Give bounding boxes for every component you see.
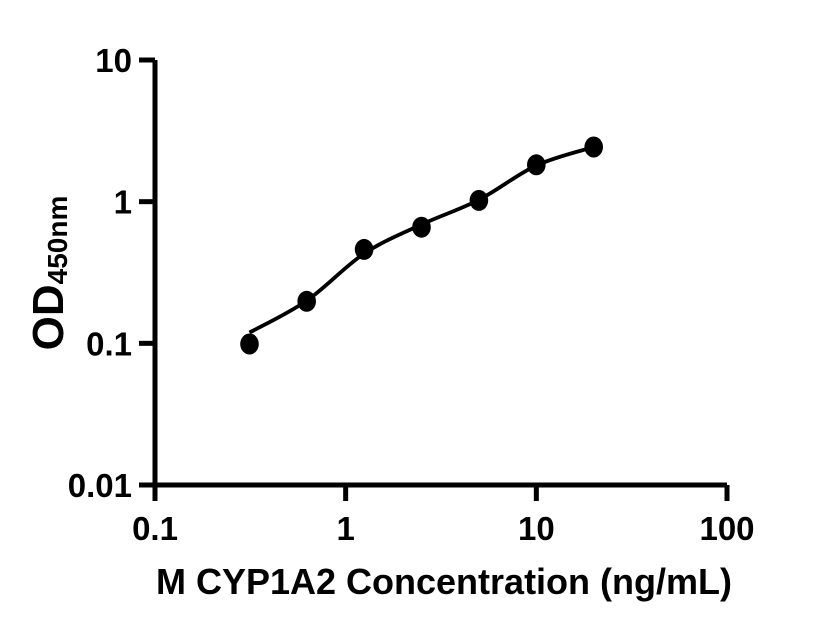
tick-marks [139,57,730,501]
data-point [584,136,603,158]
x-tick-label: 0.1 [132,510,178,547]
x-tick-label: 10 [518,510,555,547]
data-point [240,333,259,355]
y-tick-label: 1 [114,184,132,221]
y-tick-label: 10 [95,42,132,79]
axes [152,60,727,488]
series-layer [240,136,603,355]
data-point [354,238,374,260]
y-axis-title-subscript: 450nm [42,196,73,285]
y-axis-title-main: OD [24,284,73,350]
data-point [412,216,431,238]
x-tick-label: 1 [336,510,354,547]
data-point [527,154,546,176]
y-tick-label: 0.01 [68,467,132,504]
y-tick-label: 0.1 [86,325,132,362]
x-tick-label: 100 [699,510,754,547]
data-point [297,290,317,312]
x-axis-title: M CYP1A2 Concentration (ng/mL) [156,561,732,602]
data-point [469,189,489,211]
y-axis-title: OD450nm [24,196,73,351]
